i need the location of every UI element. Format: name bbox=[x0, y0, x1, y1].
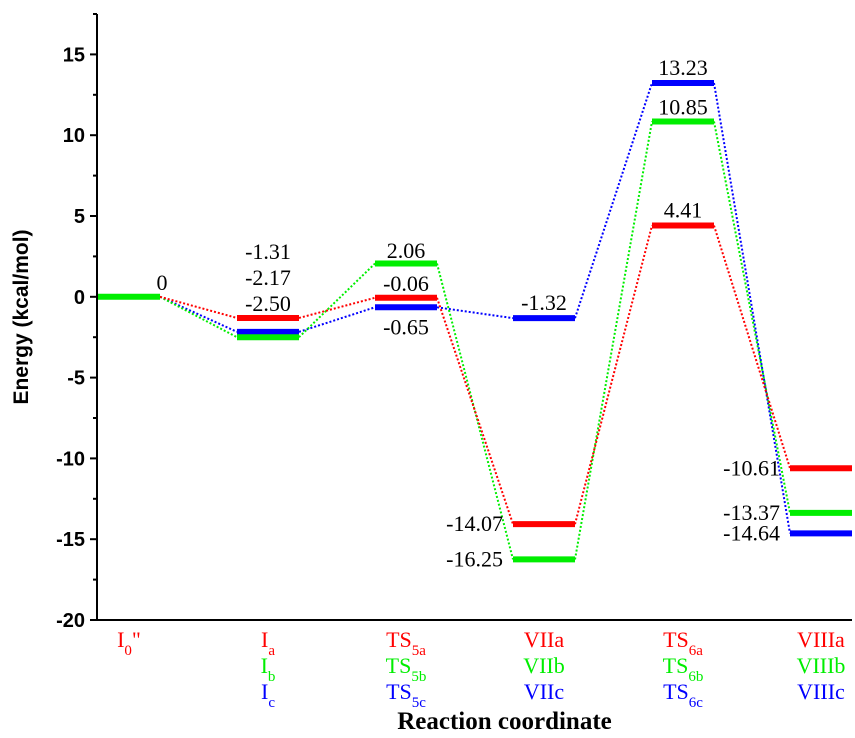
connector-a bbox=[159, 295, 238, 319]
connector-c bbox=[713, 82, 791, 534]
value-label-c-2: -0.65 bbox=[383, 314, 429, 339]
value-label-a-5: -10.61 bbox=[723, 455, 780, 480]
connector-a bbox=[298, 296, 376, 319]
value-label-b-5: -13.37 bbox=[723, 500, 780, 525]
category-label: TS6b bbox=[663, 653, 704, 685]
category-label: VIIIc bbox=[797, 679, 845, 704]
y-tick-label: -15 bbox=[56, 529, 85, 551]
category-labels: I0" IaIbIcTS5aTS5bTS5cVIIaVIIbVIIcTS6aTS6… bbox=[117, 627, 845, 711]
connector-b bbox=[713, 121, 791, 514]
connector-c bbox=[574, 82, 653, 319]
value-label-group-I: -2.17 bbox=[245, 265, 291, 290]
category-label: TS5c bbox=[386, 679, 426, 711]
category-label: VIIb bbox=[523, 653, 565, 678]
category-label: VIIIb bbox=[797, 653, 846, 678]
value-label-b-4: 10.85 bbox=[658, 94, 708, 119]
connector-a bbox=[713, 225, 791, 469]
value-label-group-I: -1.31 bbox=[245, 239, 291, 264]
value-label-group-TS5: 2.06 bbox=[387, 238, 426, 263]
category-label: TS6a bbox=[663, 627, 703, 659]
category-label: VIIIa bbox=[797, 627, 845, 652]
y-axis-title: Energy (kcal/mol) bbox=[10, 229, 33, 404]
y-tick-label: 10 bbox=[63, 125, 85, 147]
value-label-group-I: -2.50 bbox=[245, 291, 291, 316]
axes: 15 10 5 0 -5 -10 -15 -20 bbox=[56, 13, 852, 632]
y-tick-label: 0 bbox=[74, 287, 85, 309]
value-label-c-5: -14.64 bbox=[723, 520, 780, 545]
category-label: Ic bbox=[261, 679, 275, 711]
value-label-a-4: 4.41 bbox=[664, 198, 703, 223]
value-label-b-0: 0 bbox=[157, 270, 168, 295]
category-label: VIIa bbox=[524, 627, 565, 652]
value-labels: -2.50-2.17-1.31 -0.06 2.06 0 -0.65 -14.07 -16.… bbox=[157, 55, 781, 571]
category-label: TS6c bbox=[663, 679, 703, 711]
y-tick-label: -20 bbox=[56, 610, 85, 632]
category-label: TS5a bbox=[386, 627, 426, 659]
y-tick-label: 15 bbox=[63, 44, 85, 66]
energy-levels bbox=[98, 80, 852, 563]
connector-b bbox=[574, 121, 653, 560]
connector-a bbox=[574, 225, 653, 525]
connector-b bbox=[436, 263, 514, 560]
category-label: I0" bbox=[117, 627, 141, 659]
category-label: Ib bbox=[261, 653, 276, 685]
connector-c bbox=[298, 306, 376, 333]
value-label-c-4: 13.23 bbox=[658, 55, 708, 80]
connector-c bbox=[436, 306, 514, 320]
connectors bbox=[159, 82, 791, 560]
value-label-c-3: -1.32 bbox=[521, 290, 567, 315]
y-tick-label: -5 bbox=[67, 368, 85, 390]
category-label: Ia bbox=[261, 627, 275, 659]
y-tick-label: 5 bbox=[74, 206, 85, 228]
connector-b bbox=[159, 295, 238, 339]
category-label: TS5b bbox=[386, 653, 427, 685]
connector-b bbox=[298, 262, 376, 338]
value-label-group-TS5: -0.06 bbox=[383, 271, 429, 296]
y-tick-label: -10 bbox=[56, 448, 85, 470]
category-label: VIIc bbox=[524, 679, 565, 704]
x-axis-title: Reaction coordinate bbox=[397, 708, 612, 735]
value-label-a-3: -14.07 bbox=[446, 511, 503, 536]
value-label-b-3: -16.25 bbox=[446, 546, 503, 571]
